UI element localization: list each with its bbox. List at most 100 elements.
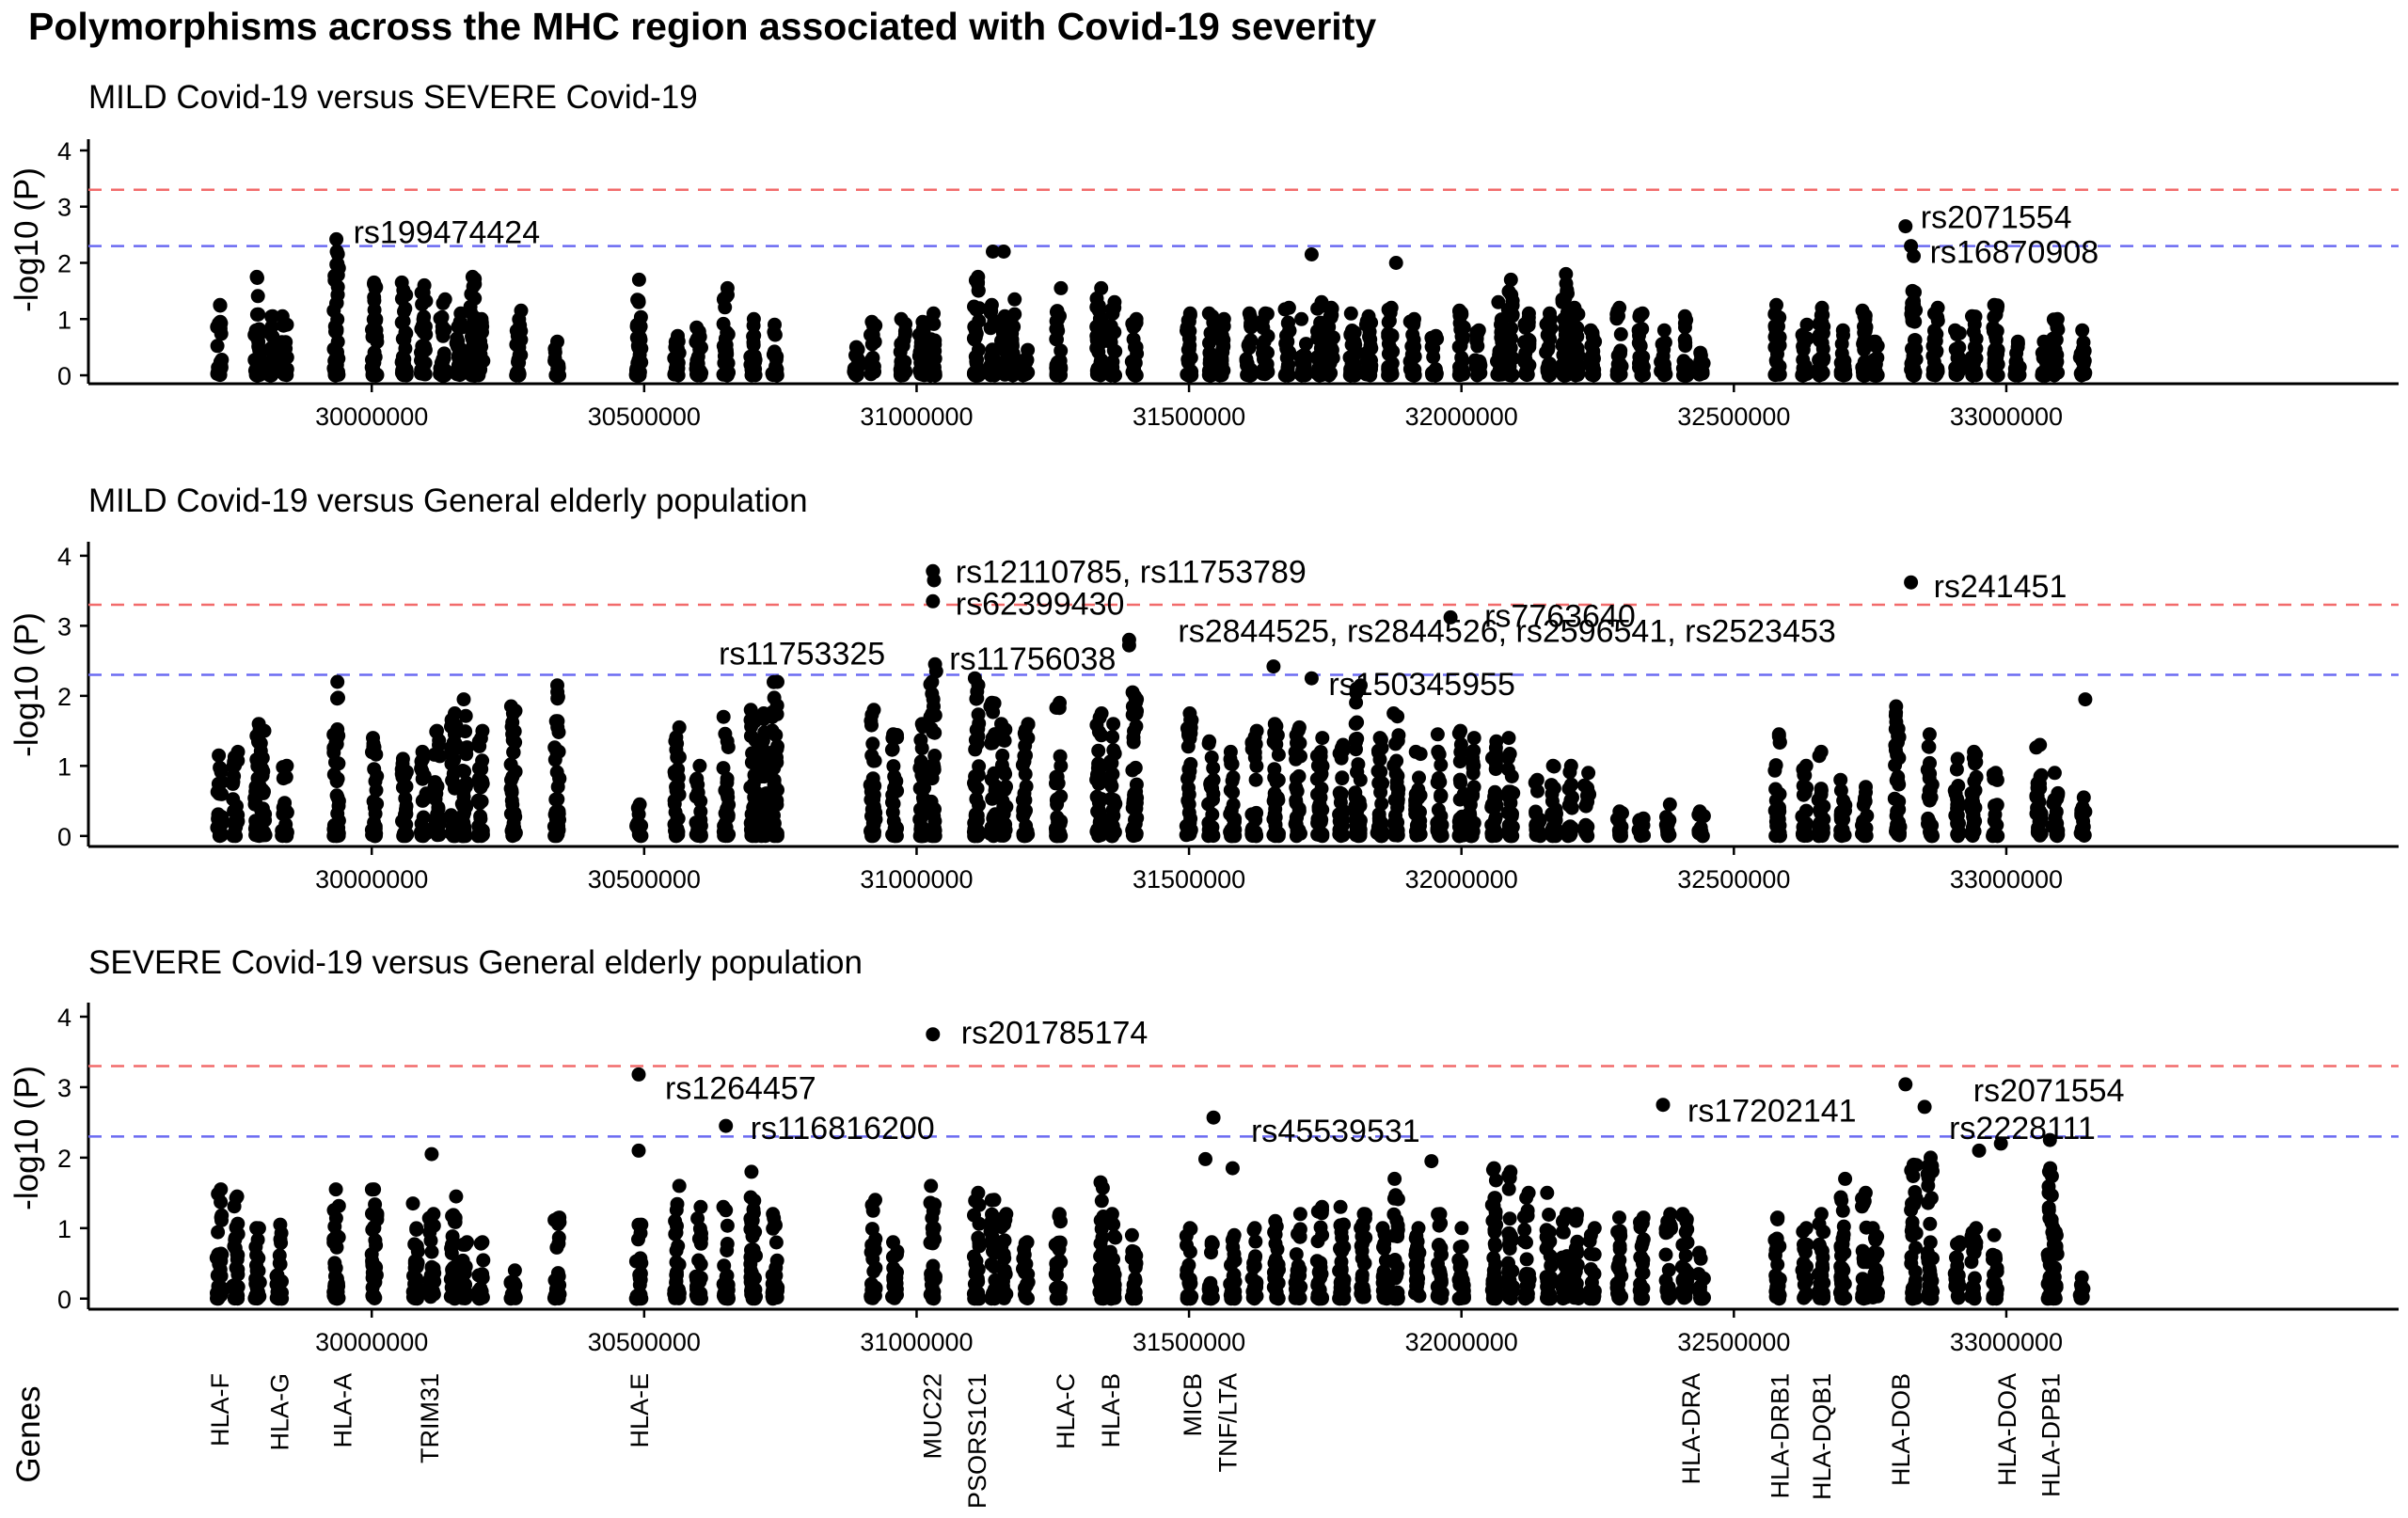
data-point <box>768 1218 783 1232</box>
data-point <box>1313 761 1327 775</box>
data-point <box>1018 829 1032 843</box>
data-point <box>1125 1228 1139 1242</box>
data-point <box>1580 820 1594 834</box>
y-tick-label: 0 <box>57 823 71 851</box>
data-point <box>1324 304 1339 318</box>
data-point <box>1289 1291 1303 1305</box>
x-tick-label: 30500000 <box>588 403 701 431</box>
data-point <box>970 691 984 705</box>
data-point <box>230 1191 244 1205</box>
data-point <box>329 1228 343 1242</box>
data-point <box>633 368 647 382</box>
data-point <box>253 1275 267 1289</box>
data-point <box>258 724 272 738</box>
data-point <box>1609 311 1624 325</box>
data-point <box>2049 315 2063 329</box>
snp-annotation: rs199474424 <box>354 214 541 250</box>
data-point <box>927 758 941 772</box>
data-point <box>429 816 443 830</box>
data-point <box>406 1285 420 1299</box>
data-point <box>1227 819 1241 833</box>
data-point <box>1106 809 1120 823</box>
data-point <box>1290 771 1304 785</box>
data-point <box>1769 758 1783 772</box>
data-point <box>212 816 226 830</box>
data-point <box>1968 800 1982 814</box>
data-point <box>632 273 646 287</box>
data-point <box>1129 368 1143 382</box>
data-point <box>459 1259 473 1273</box>
y-tick-label: 4 <box>57 137 71 166</box>
data-point <box>1050 358 1064 372</box>
data-point <box>1694 825 1708 839</box>
data-point <box>1467 731 1481 745</box>
data-point <box>967 1287 981 1301</box>
data-point <box>409 1273 423 1288</box>
data-point <box>414 354 428 368</box>
data-point <box>1183 1273 1197 1287</box>
data-point <box>1521 368 1535 382</box>
snp-annotation: rs11756038 <box>949 641 1116 677</box>
data-point <box>2073 351 2087 365</box>
data-point <box>1021 1291 1035 1305</box>
data-point <box>885 743 899 757</box>
data-point <box>1005 313 1019 327</box>
data-point <box>1656 337 1670 351</box>
data-point <box>1796 828 1810 842</box>
data-point <box>330 1272 344 1286</box>
data-point <box>1426 350 1440 364</box>
y-tick-label: 1 <box>57 306 71 334</box>
data-point <box>746 1229 760 1243</box>
data-point <box>865 361 879 375</box>
data-point <box>330 788 344 802</box>
data-point <box>327 767 341 782</box>
data-point <box>329 1182 343 1196</box>
data-point <box>473 334 487 348</box>
data-point <box>508 1278 522 1292</box>
data-point <box>427 748 441 762</box>
data-point <box>1389 767 1403 781</box>
data-point <box>1952 340 1966 355</box>
snp-annotation: rs7763640 <box>1484 598 1636 634</box>
data-point <box>898 317 912 331</box>
data-point <box>508 810 522 824</box>
data-point <box>1315 782 1329 796</box>
data-point <box>1269 1253 1283 1267</box>
data-point <box>396 829 410 843</box>
data-point <box>867 799 881 814</box>
data-point <box>1205 808 1219 822</box>
data-point <box>669 1282 683 1296</box>
data-point <box>505 798 519 812</box>
data-point <box>1836 328 1850 342</box>
data-point <box>1990 299 2004 313</box>
data-point <box>1408 807 1422 821</box>
data-point <box>1529 805 1543 819</box>
x-tick-label: 31500000 <box>1133 865 1245 893</box>
data-point <box>1857 798 1871 812</box>
data-point <box>1772 813 1786 827</box>
data-point <box>1310 1278 1324 1292</box>
data-point <box>1518 317 1532 331</box>
data-point <box>670 751 684 765</box>
data-point <box>457 790 471 804</box>
data-point <box>1267 1280 1281 1294</box>
data-point <box>865 1289 879 1304</box>
data-point <box>1581 784 1595 799</box>
y-tick-label: 1 <box>57 1215 71 1243</box>
data-point <box>1107 343 1121 357</box>
data-point <box>1281 361 1295 375</box>
data-point <box>1635 322 1649 336</box>
data-point <box>926 823 940 837</box>
y-tick-label: 0 <box>57 1286 71 1314</box>
data-point <box>671 1197 685 1211</box>
y-axis-label: -log10 (P) <box>8 1066 45 1210</box>
highlight-point <box>330 245 344 259</box>
data-point <box>1335 1243 1349 1257</box>
x-tick-label: 32000000 <box>1405 1328 1518 1356</box>
data-point <box>214 299 228 313</box>
data-point <box>1662 828 1676 842</box>
data-point <box>1091 744 1105 758</box>
y-axis-label: -log10 (P) <box>8 612 45 757</box>
data-point <box>513 367 527 381</box>
data-point <box>2048 766 2062 780</box>
